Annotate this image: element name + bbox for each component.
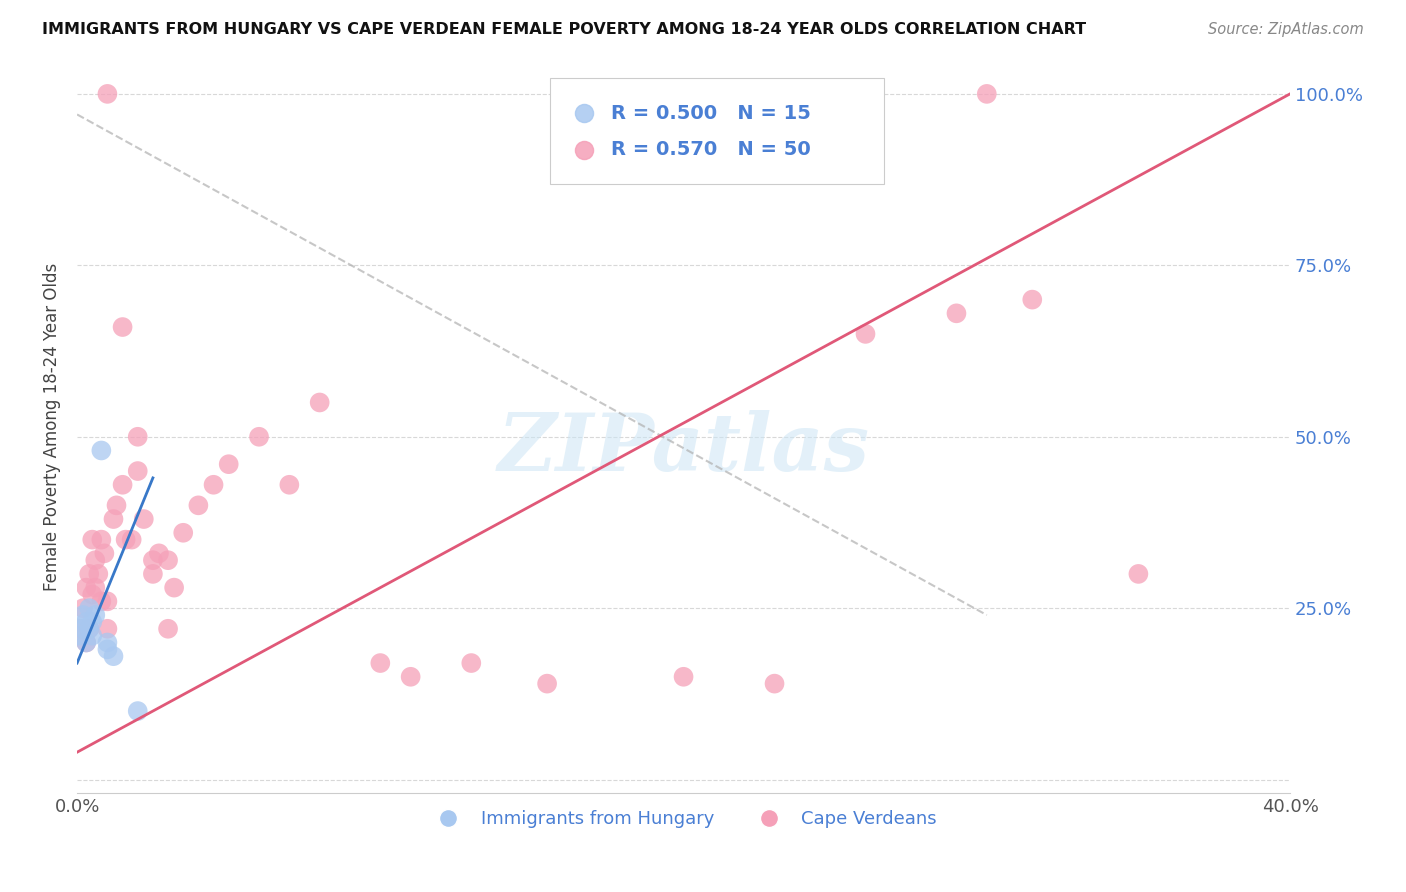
Point (96, 642, 118, 657)
Point (84, 581, 107, 595)
Point (187, 499, 209, 513)
Point (1333, 136, 1355, 151)
Point (96, 635, 118, 649)
Point (157, 553, 180, 567)
Point (82, 533, 104, 547)
Point (157, 622, 180, 636)
Text: R = 0.500   N = 15: R = 0.500 N = 15 (610, 103, 811, 123)
Point (105, 499, 128, 513)
Point (763, 676, 786, 690)
Point (111, 320, 134, 334)
Point (945, 306, 967, 320)
Legend: Immigrants from Hungary, Cape Verdeans: Immigrants from Hungary, Cape Verdeans (423, 803, 943, 836)
Point (75, 581, 97, 595)
Point (218, 457, 240, 471)
Point (127, 430, 149, 444)
Point (536, 676, 558, 690)
Text: ZIPatlas: ZIPatlas (498, 409, 870, 487)
Point (69, 622, 91, 636)
Point (121, 533, 143, 547)
Point (163, 581, 186, 595)
Point (247, 430, 270, 444)
Point (202, 477, 225, 491)
Point (103, 512, 125, 526)
Point (90, 443, 112, 458)
Point (77, 622, 100, 636)
Point (103, 649, 125, 664)
Point (72, 601, 94, 615)
Point (114, 533, 136, 547)
Point (855, 326, 877, 341)
Point (77, 601, 100, 615)
Point (90, 594, 112, 608)
Text: IMMIGRANTS FROM HUNGARY VS CAPE VERDEAN FEMALE POVERTY AMONG 18-24 YEAR OLDS COR: IMMIGRANTS FROM HUNGARY VS CAPE VERDEAN … (42, 22, 1087, 37)
Point (72, 622, 94, 636)
Point (90, 533, 112, 547)
Point (1333, 171, 1355, 186)
Text: Source: ZipAtlas.com: Source: ZipAtlas.com (1208, 22, 1364, 37)
Point (69, 629, 91, 643)
Point (127, 464, 149, 478)
Point (1021, 293, 1043, 307)
Point (75, 635, 97, 649)
Point (87, 566, 110, 581)
Point (82, 615, 104, 629)
Point (96, 594, 118, 608)
Y-axis label: Female Poverty Among 18-24 Year Olds: Female Poverty Among 18-24 Year Olds (44, 262, 60, 591)
Point (399, 670, 422, 684)
Point (84, 608, 107, 623)
Point (976, 87, 998, 101)
Point (82, 587, 104, 601)
Point (127, 704, 149, 718)
Point (72, 608, 94, 623)
Point (1128, 566, 1150, 581)
Point (308, 395, 330, 409)
Point (278, 477, 301, 491)
FancyBboxPatch shape (550, 78, 884, 185)
Point (96, 622, 118, 636)
Text: R = 0.570   N = 50: R = 0.570 N = 50 (610, 140, 810, 160)
Point (142, 566, 165, 581)
Point (370, 656, 392, 670)
Point (75, 635, 97, 649)
Point (96, 87, 118, 101)
Point (77, 622, 100, 636)
Point (111, 477, 134, 491)
Point (75, 615, 97, 629)
Point (93, 546, 115, 560)
Point (172, 525, 194, 540)
Point (142, 553, 165, 567)
Point (672, 670, 695, 684)
Point (84, 553, 107, 567)
Point (132, 512, 155, 526)
Point (148, 546, 170, 560)
Point (460, 656, 482, 670)
Point (82, 629, 104, 643)
Point (77, 566, 100, 581)
